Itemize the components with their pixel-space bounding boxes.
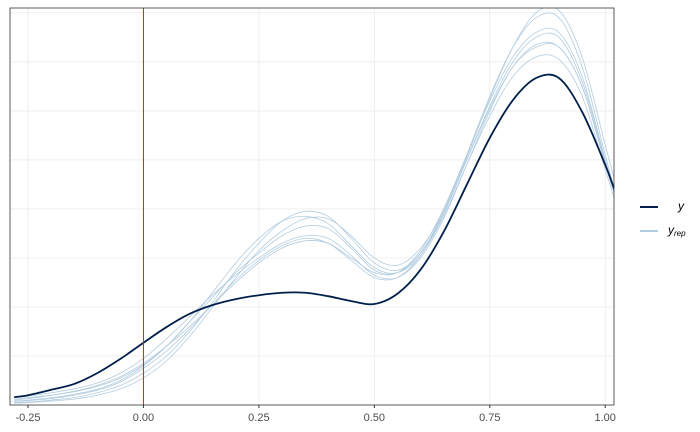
replicate-line	[14, 27, 614, 401]
observed-line	[14, 73, 614, 399]
x-tick-label: -0.25	[15, 412, 40, 424]
legend-subscript: rep	[674, 229, 686, 238]
x-tick-label: 0.25	[248, 412, 269, 424]
legend-name: y	[667, 223, 675, 237]
replicate-line	[14, 12, 614, 403]
replicate-line	[14, 43, 614, 399]
replicate-line	[14, 54, 614, 400]
panel-border	[9, 7, 615, 406]
x-tick-label: 0.00	[133, 412, 154, 424]
x-tick-label: 1.00	[595, 412, 616, 424]
replicate-line	[14, 32, 614, 402]
replicate-line	[14, 8, 614, 402]
legend-label: yrep	[667, 223, 686, 238]
legend-label: y	[677, 199, 685, 213]
replicate-line	[14, 41, 614, 404]
x-tick-label: 0.50	[364, 412, 385, 424]
x-tick-label: 0.75	[479, 412, 500, 424]
